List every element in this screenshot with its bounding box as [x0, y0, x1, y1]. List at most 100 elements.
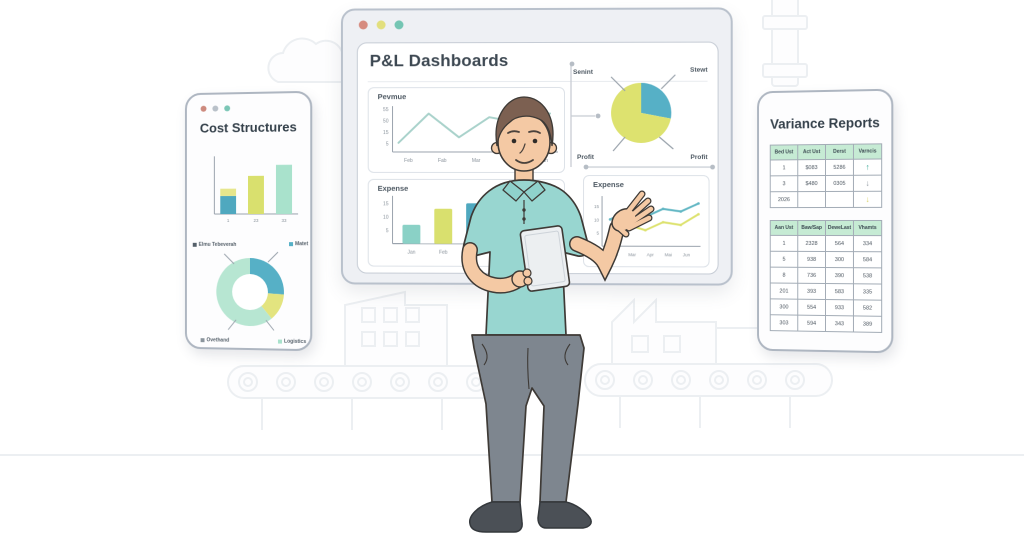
- column-header: Baw/Sap: [797, 220, 826, 236]
- table-cell: 335: [853, 283, 882, 301]
- column-header: Act Ust: [797, 144, 826, 160]
- variance-table-2: Aan Ust Baw/Sap DeweLast Vhamts 1 2328 564 334 5…: [770, 220, 882, 333]
- factory-window: [361, 331, 376, 347]
- profit-pie-region: Senint Stewt Profit Profit: [569, 55, 716, 167]
- column-header: Vhamts: [853, 220, 882, 236]
- tick-label: 15: [594, 204, 600, 209]
- tick-label: 10: [383, 215, 389, 221]
- factory-window: [631, 335, 649, 353]
- table-cell: 3: [770, 175, 798, 192]
- pie-slice: [641, 82, 672, 119]
- tick-label: 55: [383, 107, 389, 113]
- conveyor-belt-right: [584, 363, 833, 428]
- tick-label: Mar: [628, 252, 636, 257]
- table-cell: 300: [770, 298, 798, 316]
- table-cell: 584: [853, 251, 882, 268]
- variance-table-1-host: Bed Ust Act Ust Derst Varncis 1 $083 5286 ↑ 3 $48…: [770, 143, 882, 208]
- table-cell: 933: [825, 299, 854, 316]
- table-cell: 393: [797, 283, 826, 300]
- legend-bullet-icon: [278, 339, 283, 344]
- person-shoe-left: [469, 501, 523, 533]
- table-cell: 5286: [825, 159, 854, 176]
- table-cell: 583: [825, 283, 854, 300]
- legend-bullet-icon: [192, 242, 197, 247]
- window-dot-teal: [394, 20, 404, 30]
- window-control-dots: [358, 20, 404, 30]
- pipe-flange-top: [762, 15, 808, 30]
- table-cell: 736: [797, 267, 826, 284]
- factory-window: [405, 307, 420, 323]
- table-cell: ↑: [853, 158, 882, 176]
- table-cell: ↓: [853, 175, 882, 192]
- column-header: Aan Ust: [770, 220, 798, 236]
- variance-reports-panel: Variance Reports Bed Ust Act Ust Derst Varn…: [757, 88, 894, 354]
- table-row: 3 $480 0305 ↓: [770, 175, 882, 192]
- expense-bar-label: Expense: [377, 183, 409, 193]
- table-cell: 938: [797, 251, 826, 268]
- conveyor-belt-left: [227, 365, 501, 430]
- tick-label: 10: [594, 217, 600, 222]
- table-row: 1 $083 5286 ↑: [770, 158, 882, 176]
- cost-donut-chart: [216, 240, 284, 347]
- bar-segment: [221, 196, 237, 215]
- table-cell: ↓: [853, 191, 882, 208]
- person-button: [522, 208, 526, 212]
- person-collar: [502, 180, 546, 202]
- down-arrow-icon: ↓: [865, 194, 870, 204]
- table-cell: 594: [797, 315, 826, 332]
- table-cell: 564: [825, 235, 854, 252]
- profit-pie-chart: [569, 55, 716, 167]
- table-cell: 554: [797, 299, 826, 316]
- down-arrow-icon: ↓: [865, 178, 870, 188]
- person-head: [490, 96, 558, 172]
- tick-label: 15: [383, 201, 389, 207]
- person-pants: [471, 334, 585, 503]
- factory-window: [663, 335, 681, 353]
- panel-dot-teal: [224, 105, 231, 112]
- table-cell: 389: [853, 315, 882, 333]
- factory-building-center: [611, 297, 717, 367]
- table-cell: 8: [770, 267, 798, 284]
- table-cell: 300: [825, 251, 854, 268]
- tick-label: 23: [253, 218, 259, 223]
- right-panel-title: Variance Reports: [770, 115, 880, 132]
- revenue-chart-label: Pevmue: [377, 92, 407, 102]
- panel-control-dots: [200, 105, 231, 112]
- table-cell: 201: [770, 282, 798, 300]
- tick-label: Feb: [404, 158, 413, 164]
- factory-window: [383, 331, 398, 347]
- table-row: 8 736 390 538: [770, 267, 882, 285]
- bar-segment: [221, 188, 237, 197]
- table-cell: 343: [825, 315, 854, 332]
- table-cell: 390: [825, 267, 854, 284]
- person-pants-details: [481, 343, 571, 390]
- left-panel-title: Cost Structures: [199, 119, 297, 136]
- table-row: 1 2328 564 334: [770, 235, 882, 252]
- variance-table-2-host: Aan Ust Baw/Sap DeweLast Vhamts 1 2328 564 334 5…: [770, 220, 882, 333]
- column-header: Bed Ust: [770, 144, 798, 161]
- table-cell: 334: [853, 235, 882, 252]
- bar-segment: [248, 175, 264, 214]
- table-cell: 2328: [797, 235, 826, 252]
- person-button: [522, 217, 526, 221]
- variance-table-1: Bed Ust Act Ust Derst Varncis 1 $083 5286 ↑ 3 $48…: [770, 143, 882, 208]
- tick-label: 1: [227, 218, 230, 223]
- person-right-arm: [569, 220, 625, 282]
- window-dot-yellow: [376, 20, 386, 30]
- table-row: 300 554 933 582: [770, 298, 882, 317]
- pie-callout-label: Profit: [690, 154, 708, 162]
- table-row: 2026 ↓: [770, 191, 882, 208]
- person-eye: [511, 138, 517, 144]
- table-cell: 303: [770, 314, 798, 332]
- panel-dot-red: [200, 105, 207, 112]
- donut-callout-label: Logistics: [278, 339, 306, 345]
- person-shoe-right: [537, 501, 592, 529]
- window-dot-red: [358, 20, 368, 30]
- donut-callout-label: Elmu Tebeverah: [192, 242, 236, 248]
- up-arrow-icon: ↑: [865, 162, 870, 172]
- cost-structures-panel: Cost Structures 1 23 33 Elmu Tebeverah Mat…: [184, 90, 313, 352]
- table-cell: 1: [770, 159, 798, 176]
- column-header: Varncis: [853, 143, 882, 160]
- main-window-title: P&L Dashboards: [369, 51, 509, 71]
- table-row: 303 594 343 389: [770, 314, 882, 333]
